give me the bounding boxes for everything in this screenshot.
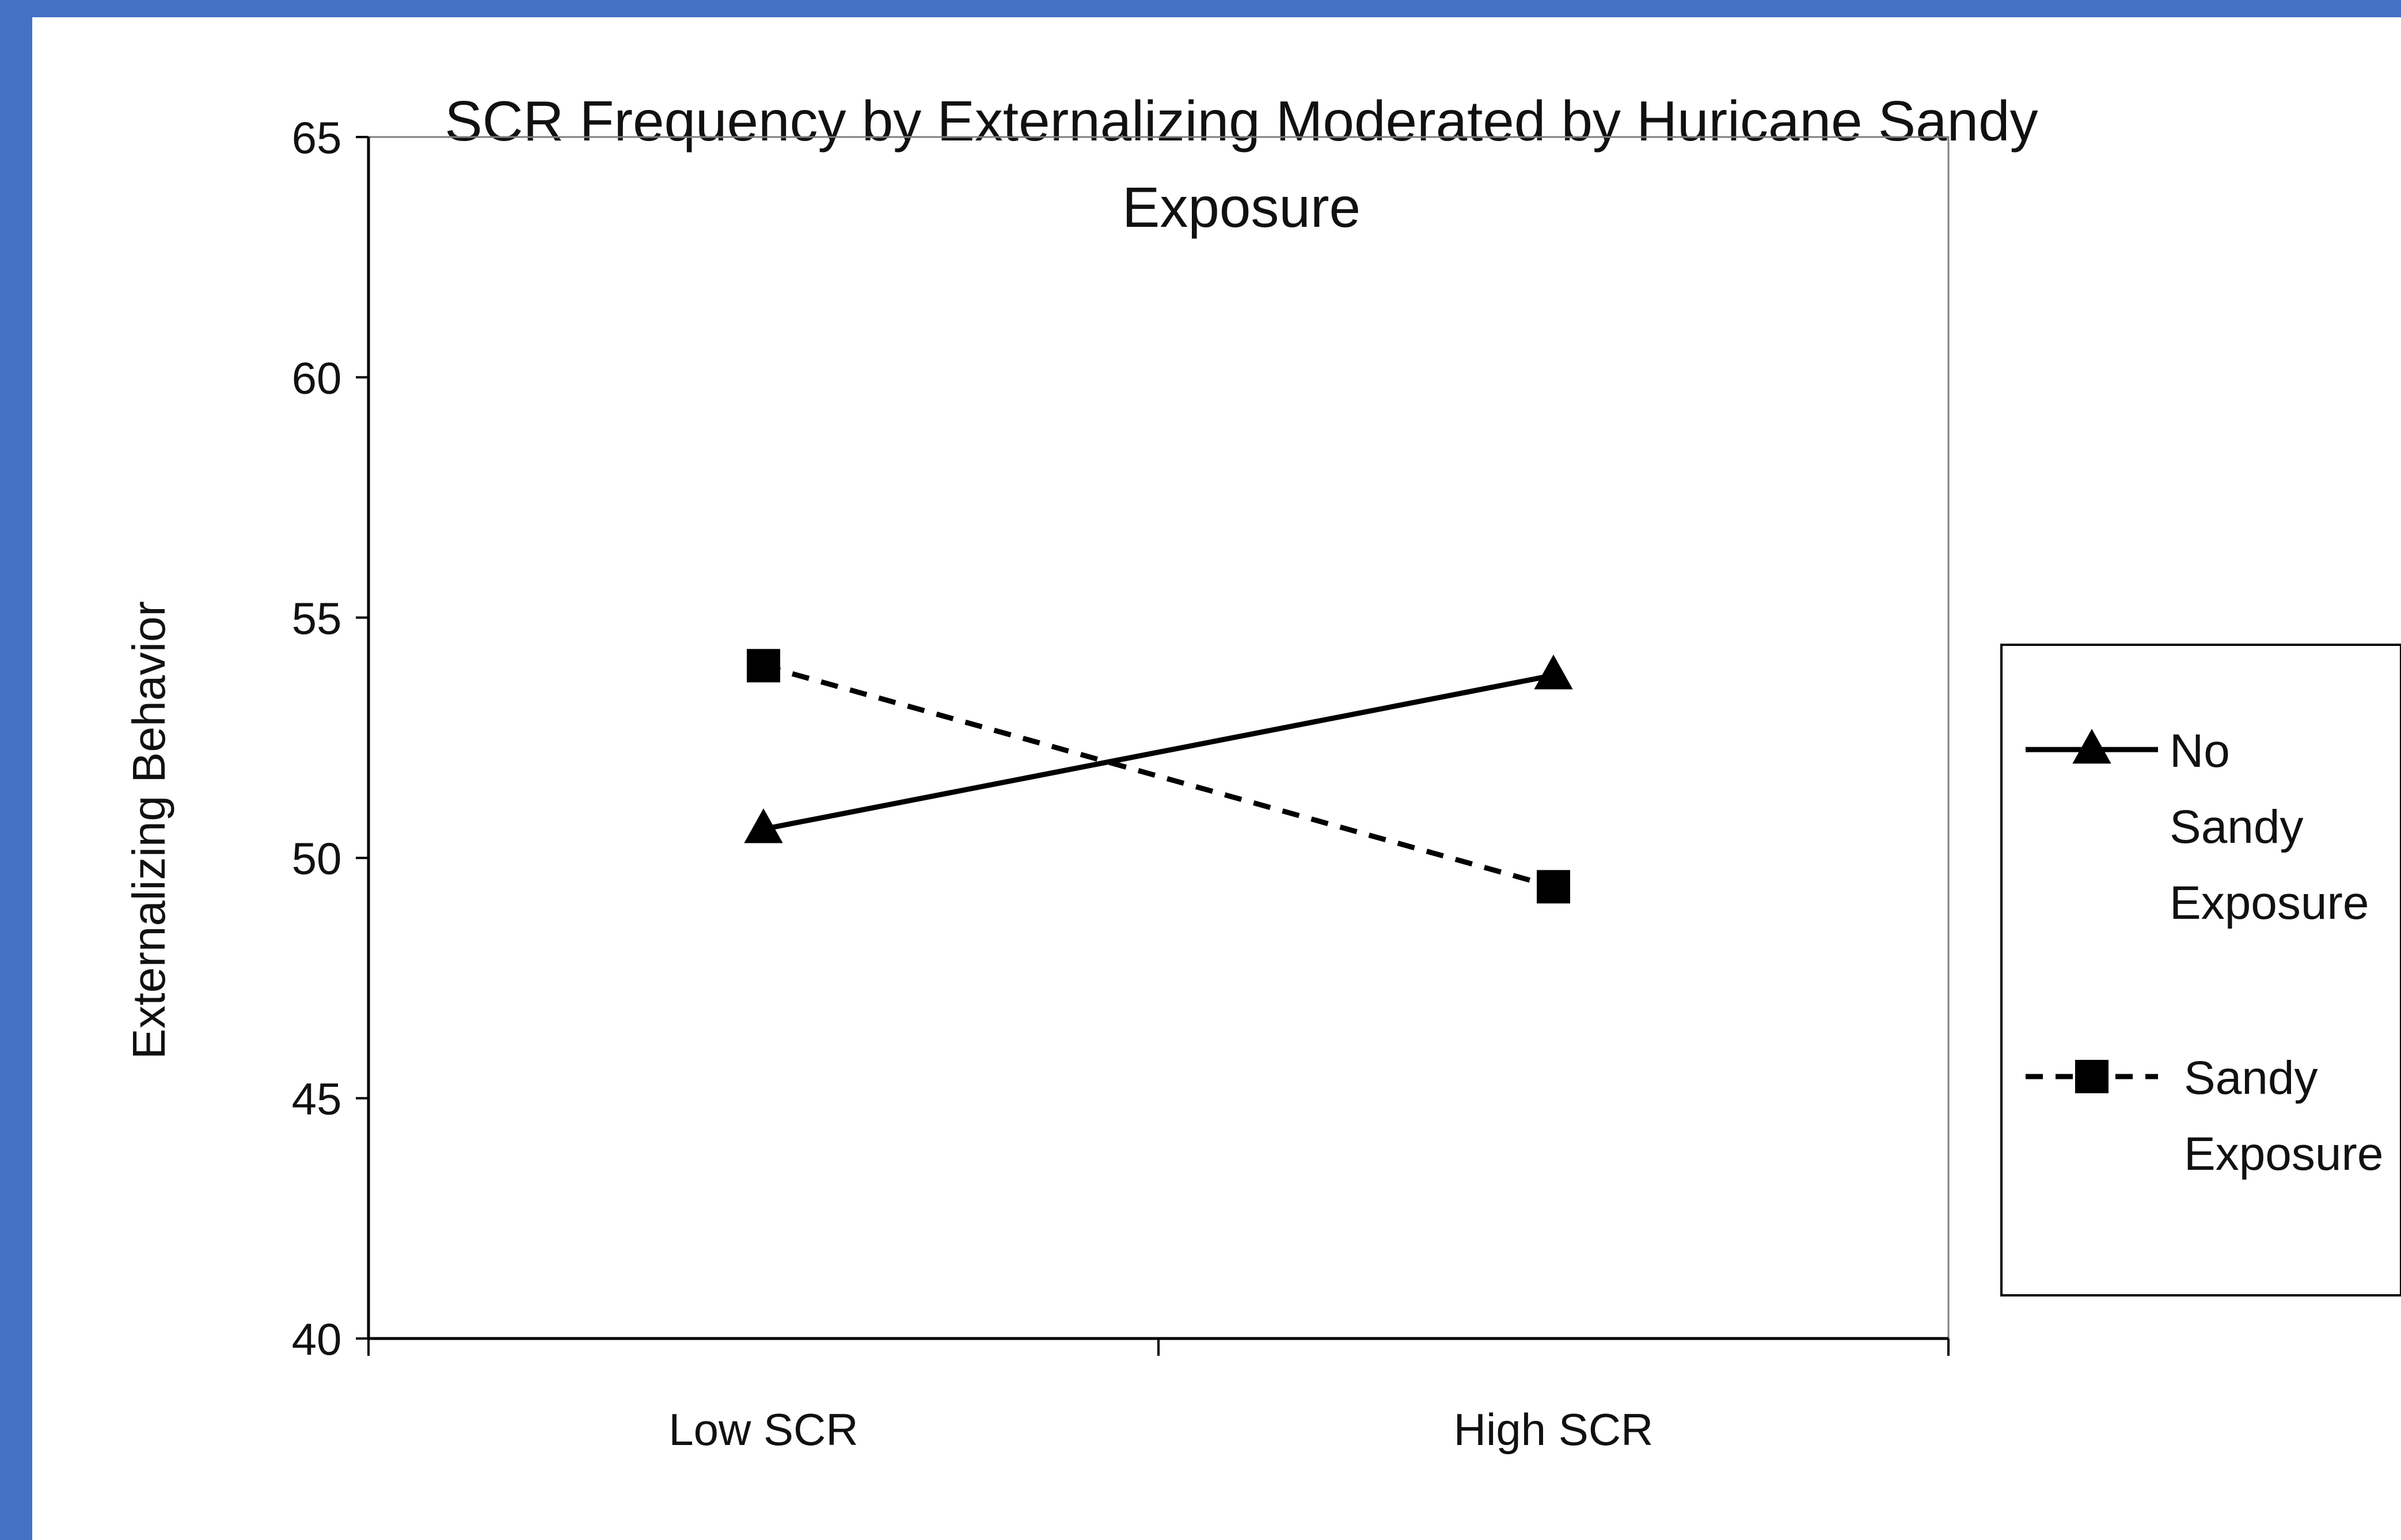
y-tick-label: 50	[292, 833, 342, 884]
chart-svg: SCR Frequency by Externalizing Moderated…	[123, 89, 2401, 1455]
y-tick-label: 55	[292, 593, 342, 644]
series-1-point-1	[744, 808, 783, 843]
series-layer	[744, 649, 1573, 904]
chart-panel: SCR Frequency by Externalizing Moderated…	[32, 17, 2401, 1540]
y-tick-label: 45	[292, 1074, 342, 1124]
legend-marker	[2075, 1060, 2109, 1093]
series-line-1	[763, 672, 1554, 832]
y-axis-ticks: 40 45 50 55 60 65	[292, 112, 368, 1364]
x-tick-label: Low SCR	[668, 1404, 858, 1455]
legend: No Sandy Exposure Sandy Exposure	[2026, 725, 2383, 1180]
legend-box	[2000, 644, 2401, 1296]
y-tick-label: 60	[292, 352, 342, 403]
chart-title-line-2: Exposure	[1122, 176, 1361, 239]
y-axis-title: Externalizing Behavior	[123, 601, 174, 1059]
legend-label-line: Exposure	[2170, 877, 2369, 929]
x-axis-ticks: Low SCR High SCR	[367, 1339, 1950, 1455]
plot-area-frame	[367, 136, 1950, 1340]
series-2-point-2	[1537, 870, 1570, 904]
y-tick-label: 40	[292, 1314, 342, 1364]
legend-entry-2: Sandy Exposure	[2026, 1052, 2383, 1180]
x-tick-label: High SCR	[1454, 1404, 1654, 1455]
series-line-2	[762, 663, 1555, 889]
chart-title-line-1: SCR Frequency by Externalizing Moderated…	[445, 89, 2038, 153]
y-tick-label: 65	[292, 112, 342, 163]
legend-label-line: No	[2170, 725, 2230, 777]
series-2-point-1	[747, 649, 780, 683]
legend-marker	[2072, 729, 2111, 764]
legend-entry-1: No Sandy Exposure	[2026, 725, 2369, 929]
series-1-point-2	[1534, 655, 1573, 690]
legend-label-line: Exposure	[2184, 1128, 2383, 1180]
legend-label-line: Sandy	[2184, 1052, 2318, 1104]
legend-label-line: Sandy	[2170, 801, 2304, 853]
